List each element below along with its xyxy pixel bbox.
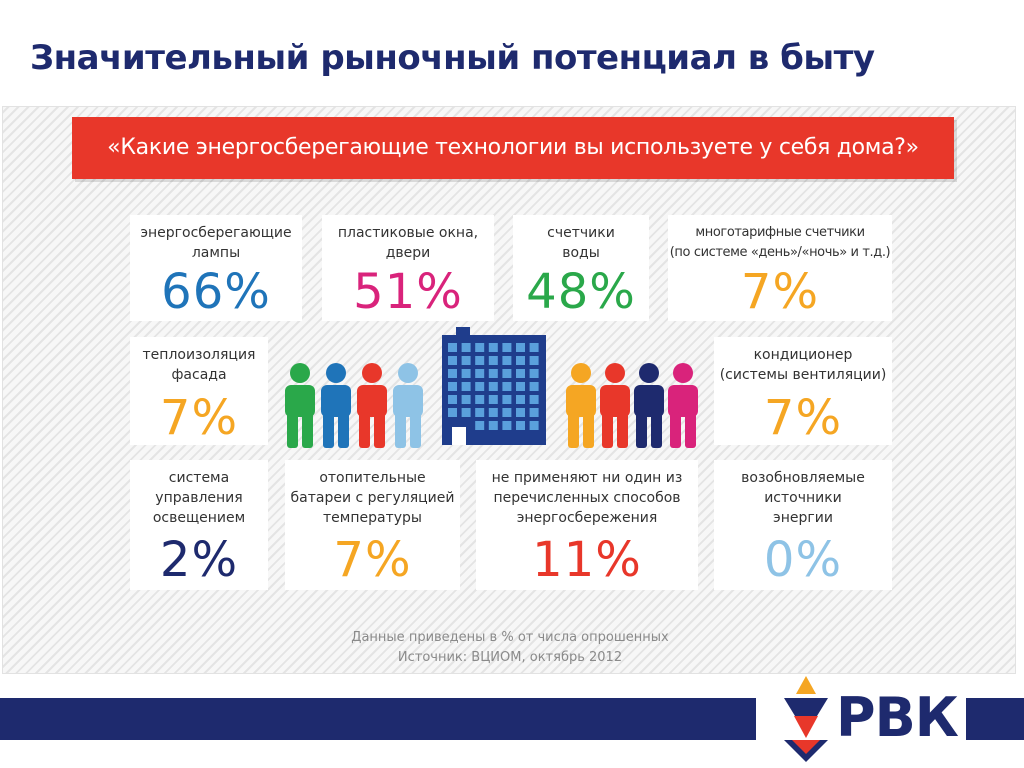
building-window (529, 421, 539, 430)
building-window (502, 343, 512, 352)
stat-card-heating-batteries: отопительные батареи с регуляцией темпер… (285, 460, 460, 590)
building-window (448, 382, 457, 391)
person-icon (285, 363, 315, 448)
building-window (488, 369, 498, 378)
building-window (448, 369, 457, 378)
stat-label: многотарифные счетчики (по системе «день… (669, 225, 891, 260)
stat-label: отопительные батареи с регуляцией темпер… (290, 470, 455, 526)
building-window (516, 421, 525, 430)
stat-card-plastic-windows: пластиковые окна, двери 51% (322, 215, 494, 321)
building-window (475, 356, 485, 365)
person-icon (321, 363, 351, 448)
rvc-logo: РВК (780, 676, 959, 762)
stat-label: система управления освещением (152, 470, 246, 526)
building-window (488, 343, 498, 352)
stat-card-water-meters: счетчики воды 48% (513, 215, 649, 321)
building-window (529, 395, 539, 404)
building-window (516, 408, 525, 417)
building-window (529, 356, 539, 365)
building-window (461, 408, 471, 417)
building-window (502, 421, 512, 430)
building-window (488, 382, 498, 391)
building-window (475, 395, 485, 404)
stat-value: 51% (353, 264, 463, 320)
footer-band-right (966, 698, 1024, 740)
stat-label: счетчики воды (547, 225, 615, 261)
building-window (502, 369, 512, 378)
building-window (448, 343, 457, 352)
stat-card-multi-tariff-meters: многотарифные счетчики (по системе «день… (668, 215, 892, 321)
building-window (475, 343, 485, 352)
building-window (461, 356, 471, 365)
stat-card-facade-insulation: теплоизоляция фасада 7% (130, 337, 268, 445)
building-window (502, 382, 512, 391)
building-window (488, 356, 498, 365)
building-window (461, 369, 471, 378)
building-window (529, 369, 539, 378)
building-window (502, 356, 512, 365)
stat-value: 66% (161, 264, 271, 320)
building-window (516, 343, 525, 352)
person-icon (566, 363, 596, 448)
stat-value: 48% (526, 264, 636, 320)
person-icon (393, 363, 423, 448)
building-window (475, 421, 485, 430)
stat-value: 7% (159, 390, 239, 446)
stat-card-none-used: не применяют ни один из перечисленных сп… (476, 460, 698, 590)
building-window (516, 382, 525, 391)
building-window (488, 408, 498, 417)
building-window (475, 369, 485, 378)
stat-value: 7% (763, 390, 843, 446)
stat-card-air-conditioner: кондиционер (системы вентиляции) 7% (714, 337, 892, 445)
building-icon (442, 327, 546, 445)
stat-label: теплоизоляция фасада (142, 347, 256, 383)
building-window (488, 395, 498, 404)
stat-card-renewable-sources: возобновляемые источники энергии 0% (714, 460, 892, 590)
person-icon (634, 363, 664, 448)
building-window (475, 408, 485, 417)
question-banner: «Какие энергосберегающие технологии вы и… (72, 117, 954, 179)
stat-value: 7% (333, 532, 412, 588)
stat-card-lighting-control: система управления освещением 2% (130, 460, 268, 590)
stat-label: не применяют ни один из перечисленных сп… (491, 470, 683, 526)
stat-card-energy-saving-lamps: энергосберегающие лампы 66% (130, 215, 302, 321)
building-window (516, 395, 525, 404)
building-window (529, 382, 539, 391)
building-window (461, 395, 471, 404)
stat-label: энергосберегающие лампы (140, 225, 292, 261)
person-icon (668, 363, 698, 448)
building-window (488, 421, 498, 430)
stat-value: 11% (532, 532, 642, 588)
stat-label: возобновляемые источники энергии (741, 470, 865, 526)
building-window (475, 382, 485, 391)
building-window (502, 408, 512, 417)
building-window (448, 356, 457, 365)
building-window (529, 408, 539, 417)
person-icon (357, 363, 387, 448)
logo-text: РВК (836, 686, 959, 749)
building-window (448, 408, 457, 417)
building-window (516, 356, 525, 365)
footnote-data-note: Данные приведены в % от числа опрошенных (351, 630, 669, 645)
stat-value: 2% (159, 532, 239, 588)
footnote-source: Источник: ВЦИОМ, октябрь 2012 (397, 650, 623, 665)
building-window (461, 343, 471, 352)
stat-label: кондиционер (системы вентиляции) (719, 347, 887, 383)
stat-value: 0% (763, 532, 843, 588)
building-window (529, 343, 539, 352)
logo-triangle-icon (784, 676, 828, 762)
building-window (448, 395, 457, 404)
building-window (502, 395, 512, 404)
footer-band-left (0, 698, 756, 740)
building-window (461, 382, 471, 391)
person-icon (600, 363, 630, 448)
slide-title: Значительный рыночный потенциал в быту (30, 38, 875, 78)
stat-value: 7% (740, 264, 820, 320)
building-window (516, 369, 525, 378)
stat-label: пластиковые окна, двери (337, 225, 479, 261)
